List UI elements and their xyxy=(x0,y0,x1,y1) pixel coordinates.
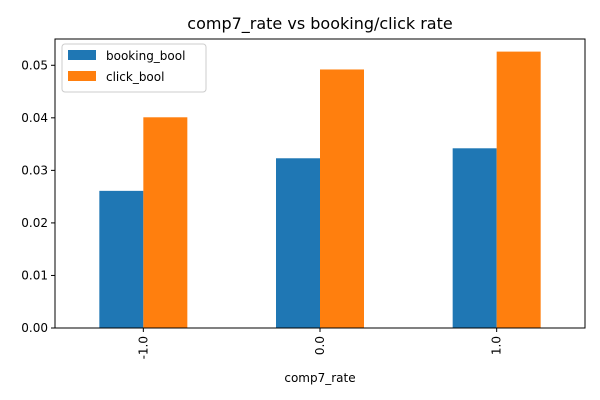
legend-label: booking_bool xyxy=(106,49,185,63)
y-tick-label: 0.00 xyxy=(21,321,48,335)
legend-label: click_bool xyxy=(106,70,164,84)
y-axis-ticks: 0.00 0.01 0.02 0.03 0.04 0.05 xyxy=(21,58,55,335)
bar-booking-bool xyxy=(452,148,497,328)
bar-click-bool xyxy=(143,117,188,328)
legend-box xyxy=(61,43,207,93)
y-tick-label: 0.03 xyxy=(21,163,48,177)
bar-click-bool xyxy=(496,51,541,329)
x-tick-label: -1.0 xyxy=(136,336,150,359)
legend-swatch xyxy=(68,50,96,60)
y-tick-label: 0.02 xyxy=(21,216,48,230)
bar-booking-bool xyxy=(99,190,144,328)
y-tick-label: 0.05 xyxy=(21,58,48,72)
y-tick-label: 0.01 xyxy=(21,268,48,282)
bars-group xyxy=(99,51,541,329)
plot-frame xyxy=(54,38,586,329)
x-tick-label: 1.0 xyxy=(490,336,504,355)
legend: booking_bool click_bool xyxy=(61,43,207,93)
y-tick-label: 0.04 xyxy=(21,111,48,125)
x-axis-ticks: -1.0 0.0 1.0 xyxy=(136,328,504,359)
bar-click-bool xyxy=(320,69,364,328)
bar-booking-bool xyxy=(276,158,320,328)
x-axis-label: comp7_rate xyxy=(284,371,355,385)
x-tick-label: 0.0 xyxy=(313,336,327,355)
chart-title: comp7_rate vs booking/click rate xyxy=(187,14,452,34)
legend-swatch xyxy=(68,71,96,81)
